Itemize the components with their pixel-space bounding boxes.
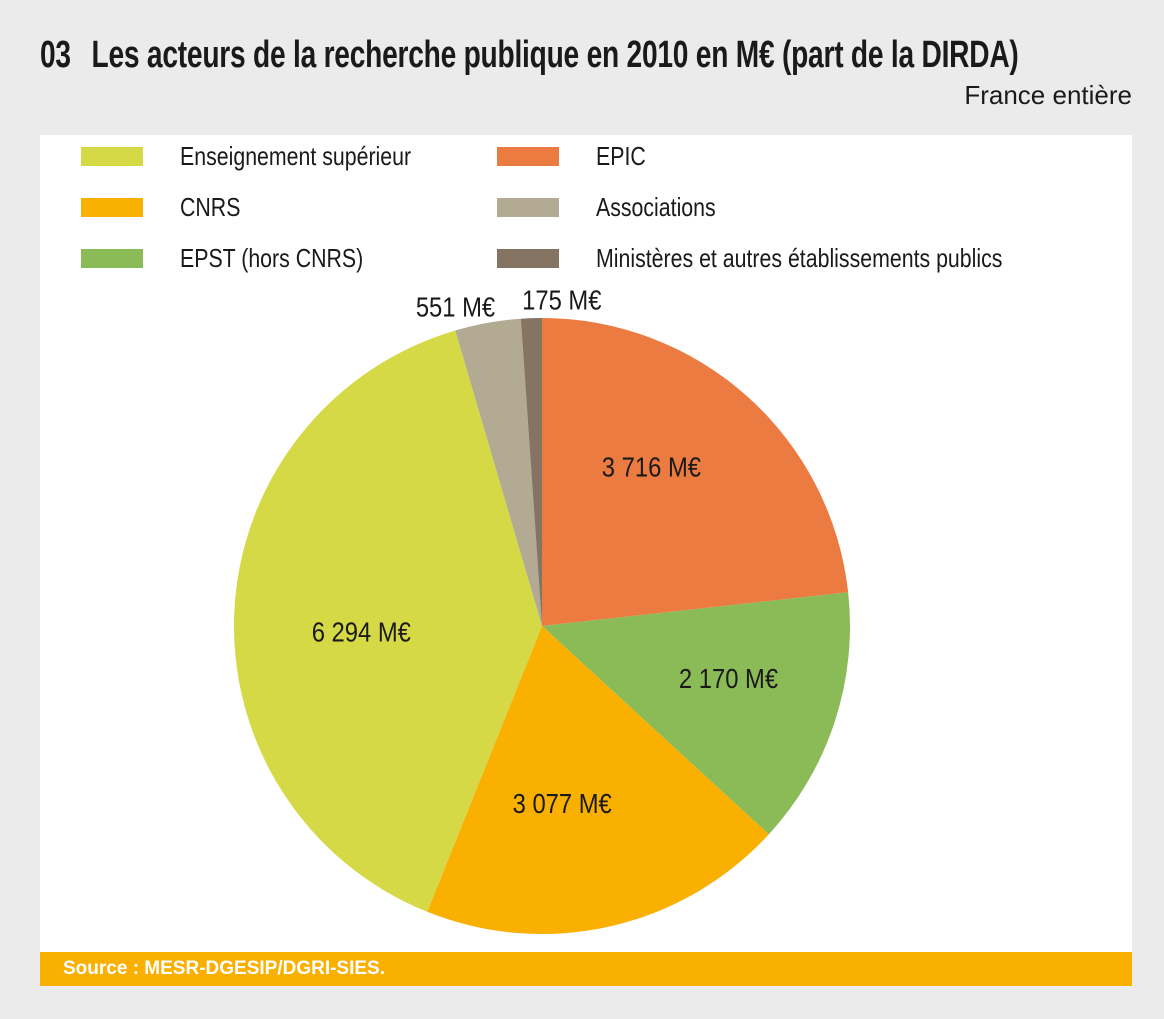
legend-swatch: [81, 146, 143, 166]
legend-swatch: [81, 248, 143, 268]
legend-label: Ministères et autres établissements publ…: [596, 242, 1003, 273]
legend-label: CNRS: [180, 191, 241, 222]
pie-slice-3: [233, 330, 542, 912]
legend-item: Associations: [497, 191, 1092, 223]
source-bar: Source : MESR-DGESIP/DGRI-SIES.: [40, 952, 1132, 986]
pie-slice-label-1: 2 170 M€: [679, 662, 779, 694]
legend-item: Enseignement supérieur: [81, 140, 462, 172]
legend-item: Ministères et autres établissements publ…: [497, 242, 1092, 274]
chart-subtitle: France entière: [964, 80, 1132, 110]
legend-label: EPIC: [596, 140, 646, 171]
legend-column-left: Enseignement supérieur CNRS EPST (hors CNR…: [81, 140, 462, 293]
pie-slice-2: [427, 626, 769, 935]
legend-swatch: [497, 197, 559, 217]
legend-swatch: [497, 146, 559, 166]
pie-slice-label-3: 6 294 M€: [312, 616, 412, 648]
pie-chart: 3 716 M€ 2 170 M€ 3 077 M€ 6 294 M€ 551 M€ 17…: [233, 284, 851, 935]
legend-swatch: [497, 248, 559, 268]
pie-slice-1: [542, 592, 851, 835]
pie-slice-label-5: 175 M€: [522, 284, 602, 316]
pie-slice-4: [455, 318, 542, 626]
legend-label: Associations: [596, 191, 716, 222]
chart-panel: Enseignement supérieur CNRS EPST (hors CNR…: [40, 135, 1132, 986]
legend-label: Enseignement supérieur: [180, 140, 412, 171]
chart-title-line: 03 Les acteurs de la recherche publique …: [40, 34, 1019, 77]
pie-slice-label-2: 3 077 M€: [513, 787, 613, 819]
legend-column-right: EPIC Associations Ministères et autres éta…: [497, 140, 1092, 293]
source-text: Source : MESR-DGESIP/DGRI-SIES.: [63, 958, 385, 979]
legend-item: CNRS: [81, 191, 462, 223]
pie-slice-label-4: 551 M€: [416, 290, 496, 322]
legend-label: EPST (hors CNRS): [180, 242, 364, 273]
legend-item: EPIC: [497, 140, 1092, 172]
chart-number: 03: [40, 34, 71, 76]
pie-slice-label-0: 3 716 M€: [602, 451, 702, 483]
legend-item: EPST (hors CNRS): [81, 242, 462, 274]
pie-slice-0: [542, 318, 849, 626]
pie-slice-5: [520, 318, 542, 626]
legend-swatch: [81, 197, 143, 217]
page-title: Les acteurs de la recherche publique en …: [91, 34, 1019, 76]
